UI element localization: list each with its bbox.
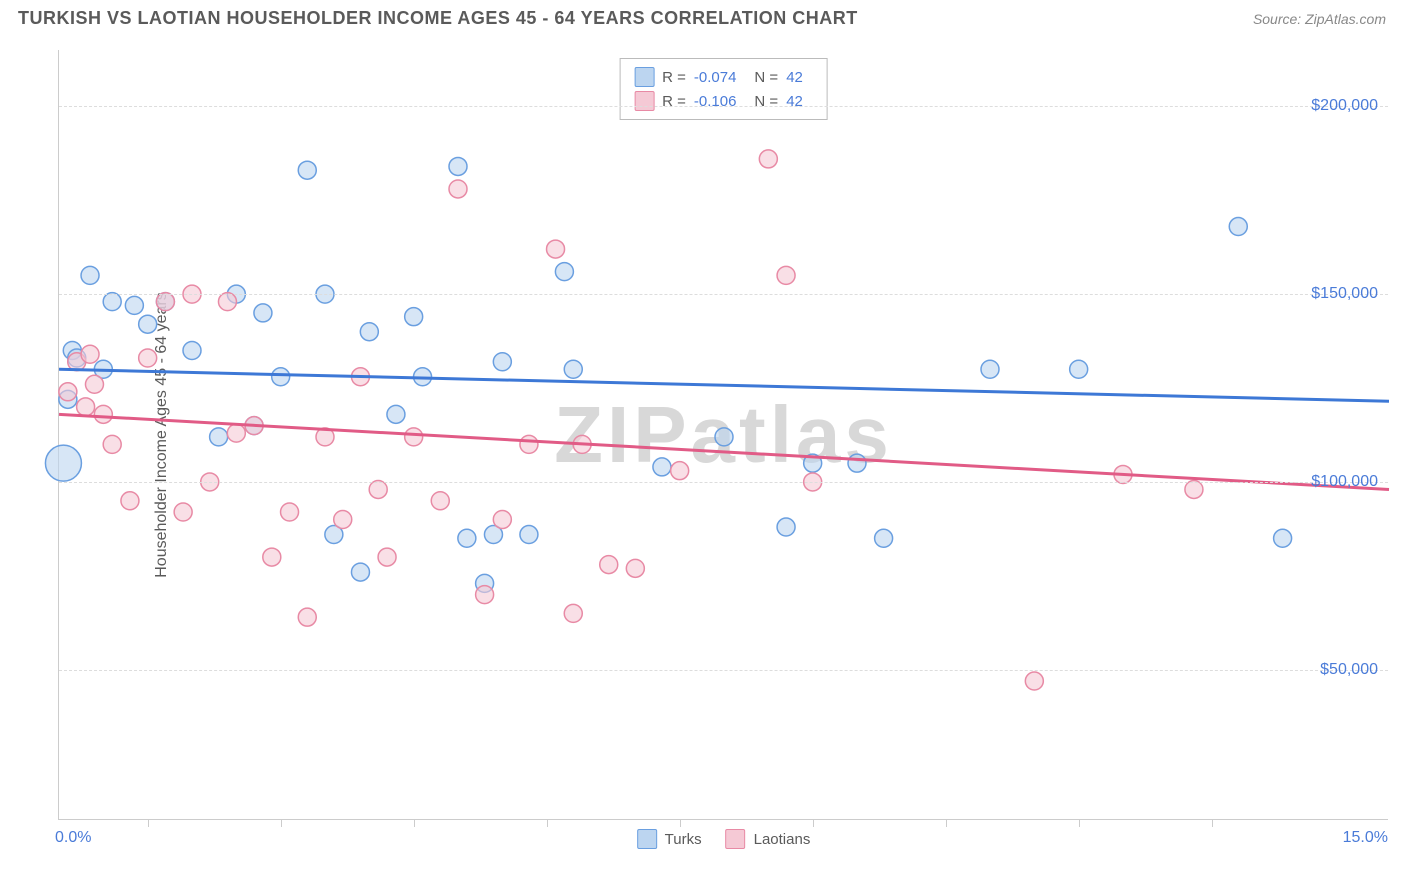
data-point[interactable] [103, 435, 121, 453]
grid-line [59, 294, 1388, 295]
data-point[interactable] [81, 266, 99, 284]
y-tick-label: $200,000 [1311, 97, 1378, 115]
header: TURKISH VS LAOTIAN HOUSEHOLDER INCOME AG… [0, 0, 1406, 33]
data-point[interactable] [555, 263, 573, 281]
data-point[interactable] [547, 240, 565, 258]
y-tick-label: $150,000 [1311, 285, 1378, 303]
legend-item-laotians: Laotians [726, 829, 811, 849]
data-point[interactable] [227, 424, 245, 442]
x-tick [1212, 819, 1213, 827]
data-point[interactable] [85, 375, 103, 393]
source-link[interactable]: Source: ZipAtlas.com [1253, 11, 1386, 27]
data-point[interactable] [387, 405, 405, 423]
correlation-row-laotians: R = -0.106 N = 42 [634, 89, 813, 113]
x-max-label: 15.0% [1343, 829, 1388, 847]
data-point[interactable] [848, 454, 866, 472]
data-point[interactable] [263, 548, 281, 566]
data-point[interactable] [272, 368, 290, 386]
swatch-icon [637, 829, 657, 849]
data-point[interactable] [139, 349, 157, 367]
data-point[interactable] [77, 398, 95, 416]
data-point[interactable] [298, 608, 316, 626]
series-legend: Turks Laotians [637, 829, 811, 849]
data-point[interactable] [449, 157, 467, 175]
data-point[interactable] [378, 548, 396, 566]
data-point[interactable] [45, 445, 81, 481]
data-point[interactable] [81, 345, 99, 363]
data-point[interactable] [59, 383, 77, 401]
x-tick [281, 819, 282, 827]
data-point[interactable] [520, 526, 538, 544]
chart-area: Householder Income Ages 45 - 64 years ZI… [58, 50, 1388, 820]
x-min-label: 0.0% [55, 829, 91, 847]
x-tick [148, 819, 149, 827]
data-point[interactable] [156, 293, 174, 311]
data-point[interactable] [334, 511, 352, 529]
data-point[interactable] [360, 323, 378, 341]
correlation-row-turks: R = -0.074 N = 42 [634, 65, 813, 89]
data-point[interactable] [210, 428, 228, 446]
data-point[interactable] [759, 150, 777, 168]
data-point[interactable] [777, 266, 795, 284]
data-point[interactable] [139, 315, 157, 333]
x-tick [680, 819, 681, 827]
data-point[interactable] [626, 559, 644, 577]
data-point[interactable] [476, 586, 494, 604]
data-point[interactable] [875, 529, 893, 547]
data-point[interactable] [493, 511, 511, 529]
data-point[interactable] [564, 360, 582, 378]
swatch-icon [634, 91, 654, 111]
data-point[interactable] [405, 308, 423, 326]
data-point[interactable] [671, 462, 689, 480]
y-tick-label: $50,000 [1320, 661, 1378, 679]
data-point[interactable] [369, 480, 387, 498]
y-tick-label: $100,000 [1311, 473, 1378, 491]
data-point[interactable] [1070, 360, 1088, 378]
data-point[interactable] [1229, 218, 1247, 236]
data-point[interactable] [351, 563, 369, 581]
data-point[interactable] [600, 556, 618, 574]
data-point[interactable] [183, 341, 201, 359]
data-point[interactable] [174, 503, 192, 521]
data-point[interactable] [458, 529, 476, 547]
x-tick [813, 819, 814, 827]
data-point[interactable] [715, 428, 733, 446]
plot-svg [59, 50, 1388, 819]
data-point[interactable] [493, 353, 511, 371]
data-point[interactable] [405, 428, 423, 446]
chart-title: TURKISH VS LAOTIAN HOUSEHOLDER INCOME AG… [18, 8, 858, 29]
grid-line [59, 670, 1388, 671]
correlation-legend: R = -0.074 N = 42 R = -0.106 N = 42 [619, 58, 828, 120]
data-point[interactable] [1025, 672, 1043, 690]
data-point[interactable] [298, 161, 316, 179]
legend-item-turks: Turks [637, 829, 702, 849]
data-point[interactable] [520, 435, 538, 453]
data-point[interactable] [103, 293, 121, 311]
swatch-icon [634, 67, 654, 87]
data-point[interactable] [254, 304, 272, 322]
x-tick [414, 819, 415, 827]
regression-line [59, 369, 1389, 401]
data-point[interactable] [1274, 529, 1292, 547]
data-point[interactable] [125, 296, 143, 314]
grid-line [59, 106, 1388, 107]
x-tick [547, 819, 548, 827]
data-point[interactable] [94, 405, 112, 423]
data-point[interactable] [281, 503, 299, 521]
data-point[interactable] [981, 360, 999, 378]
x-tick [1079, 819, 1080, 827]
data-point[interactable] [653, 458, 671, 476]
data-point[interactable] [449, 180, 467, 198]
data-point[interactable] [431, 492, 449, 510]
data-point[interactable] [777, 518, 795, 536]
data-point[interactable] [121, 492, 139, 510]
data-point[interactable] [1185, 480, 1203, 498]
x-tick [946, 819, 947, 827]
data-point[interactable] [564, 604, 582, 622]
data-point[interactable] [218, 293, 236, 311]
swatch-icon [726, 829, 746, 849]
grid-line [59, 482, 1388, 483]
regression-line [59, 414, 1389, 489]
